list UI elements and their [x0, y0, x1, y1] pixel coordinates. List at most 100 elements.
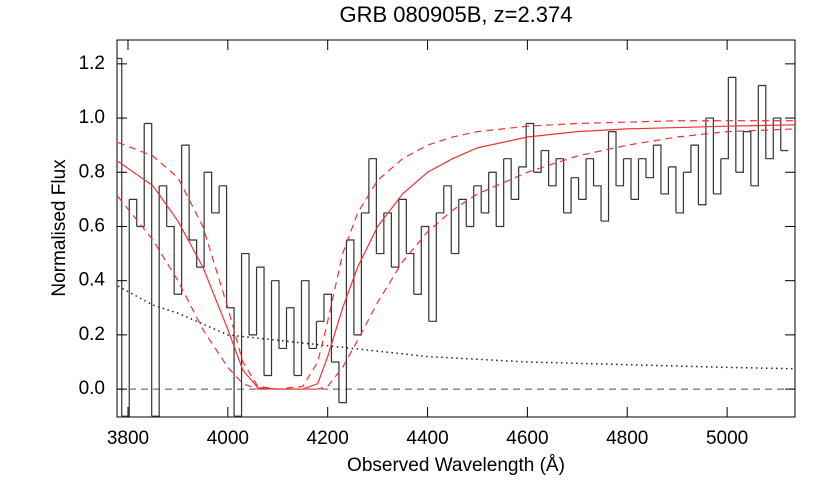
- spectrum-bin: [279, 307, 288, 350]
- spectrum-bin: [458, 198, 467, 227]
- spectrum-bin: [286, 307, 295, 376]
- spectrum-bin: [563, 177, 572, 214]
- spectrum-bin: [361, 158, 370, 214]
- spectrum-bin: [234, 253, 243, 417]
- spectrum-bin: [353, 212, 362, 336]
- spectrum-bin: [181, 144, 190, 241]
- spectrum-bin: [630, 158, 640, 200]
- x-tick-label: 4200: [307, 428, 349, 449]
- y-tick-label: 0.0: [79, 378, 105, 399]
- spectrum-bin: [638, 158, 647, 178]
- spectrum-bin: [623, 158, 632, 200]
- x-tick-label: 5000: [706, 428, 748, 449]
- spectrum-bin: [323, 293, 333, 362]
- spectrum-bin: [346, 239, 355, 335]
- spectrum-bin: [616, 158, 625, 187]
- spectrum-bin: [398, 198, 407, 254]
- spectrum-bin: [316, 294, 325, 322]
- plot-area: [117, 57, 795, 417]
- chart-title: GRB 080905B, z=2.374: [340, 2, 573, 27]
- spectrum-bin: [660, 166, 670, 195]
- spectrum-bin: [481, 172, 490, 214]
- x-tick-label: 3800: [107, 428, 149, 449]
- error-line: [117, 285, 795, 370]
- spectrum-bin: [645, 145, 655, 179]
- x-tick-label: 4400: [406, 428, 448, 449]
- spectrum-bin: [428, 212, 437, 322]
- spectrum-bin: [301, 280, 310, 349]
- y-tick-label: 0.6: [79, 215, 105, 236]
- spectrum-bin: [338, 240, 348, 404]
- spectrum-bin: [129, 198, 138, 227]
- spectrum-bin: [226, 307, 235, 417]
- spectrum-bin: [511, 166, 520, 200]
- spectrum-bin: [735, 131, 744, 173]
- y-tick-label: 0.8: [79, 161, 105, 182]
- spectrum-bin: [608, 131, 617, 186]
- spectrum-bin: [720, 77, 729, 160]
- spectrum-bin: [601, 131, 610, 222]
- spectrum-bin: [406, 252, 415, 295]
- spectrum-bin: [586, 158, 595, 186]
- spectrum-bin: [166, 225, 175, 295]
- spectrum-bin: [728, 76, 737, 173]
- spectrum-bin: [473, 185, 482, 213]
- spectrum-bin: [368, 158, 377, 254]
- spectrum-bin: [488, 171, 497, 227]
- spectrum-bin: [578, 158, 587, 200]
- spectrum-bin: [413, 226, 422, 295]
- spectrum-bin: [241, 252, 250, 335]
- spectrum-bin: [683, 145, 692, 173]
- spectrum-bin: [653, 144, 662, 194]
- spectrum-bin: [541, 149, 550, 186]
- spectrum-bin: [331, 361, 340, 403]
- y-axis-label: Normalised Flux: [49, 159, 70, 297]
- spectrum-bin: [121, 199, 130, 417]
- spectrum-bin: [264, 280, 273, 377]
- y-tick-label: 0.4: [79, 270, 106, 291]
- spectrum-bin: [713, 158, 722, 195]
- spectrum-bin: [271, 280, 280, 349]
- spectrum-bin: [136, 123, 145, 228]
- spectrum-bin: [256, 266, 265, 376]
- spectrum-bin: [518, 123, 527, 168]
- x-tick-label: 4800: [606, 428, 648, 449]
- spectrum-bin: [293, 280, 303, 377]
- spectrum-bin: [675, 172, 685, 214]
- model-line: [117, 128, 795, 390]
- x-tick-label: 4600: [506, 428, 548, 449]
- spectrum-bin: [196, 172, 205, 268]
- spectrum-bin: [705, 117, 714, 194]
- y-tick-label: 1.2: [79, 53, 105, 74]
- spectrum-bin: [174, 145, 183, 295]
- spectrum-bin: [159, 185, 168, 227]
- spectrum-bin: [556, 158, 565, 213]
- spectrum-bin: [451, 199, 460, 255]
- spectrum-bin: [204, 171, 213, 213]
- spectrum-bin: [773, 117, 782, 151]
- spectrum-bin: [533, 150, 542, 173]
- spectrum-bin: [436, 185, 445, 214]
- spectrum-bin: [308, 321, 318, 350]
- x-axis-label: Observed Wavelength (Å): [347, 455, 565, 476]
- spectrum-bin: [421, 225, 430, 322]
- spectrum-bin: [466, 185, 475, 228]
- spectrum-bin: [503, 158, 512, 200]
- spectrum-bin: [117, 57, 123, 417]
- y-tick-label: 0.2: [79, 324, 105, 345]
- spectrum-bin: [211, 185, 220, 214]
- y-tick-label: 1.0: [79, 107, 105, 128]
- x-tick-label: 4000: [207, 428, 249, 449]
- spectrum-bin: [548, 158, 557, 187]
- spectrum-bin: [219, 185, 228, 308]
- spectrum-bin: [571, 177, 580, 200]
- spectrum-bin: [526, 122, 535, 173]
- spectrum-bin: [391, 199, 400, 268]
- spectrum-bin: [743, 131, 752, 186]
- spectrum-bin: [758, 84, 767, 159]
- spectrum-bin: [189, 239, 198, 268]
- spectrum-bin: [249, 267, 258, 336]
- spectrum-bin: [593, 185, 602, 222]
- model-line: [117, 124, 795, 390]
